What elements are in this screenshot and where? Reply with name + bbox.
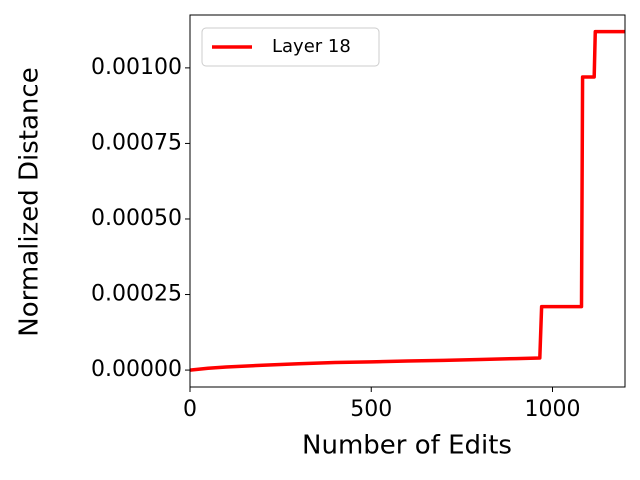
legend-label: Layer 18 (272, 36, 351, 57)
y-axis-label: Normalized Distance (15, 67, 45, 336)
x-tick-label: 0 (183, 397, 197, 422)
x-axis-label: Number of Edits (302, 431, 512, 461)
y-tick-label: 0.00075 (91, 130, 182, 155)
data-line (189, 29, 625, 372)
y-tick-label: 0.00000 (91, 357, 182, 382)
y-tick-label: 0.00025 (91, 282, 182, 307)
x-tick-label: 1000 (525, 397, 581, 422)
y-tick-label: 0.00050 (91, 206, 182, 231)
plot-frame (189, 14, 626, 388)
y-tick-label: 0.00100 (91, 55, 182, 80)
x-tick-label: 500 (350, 397, 392, 422)
legend-box (201, 27, 380, 67)
